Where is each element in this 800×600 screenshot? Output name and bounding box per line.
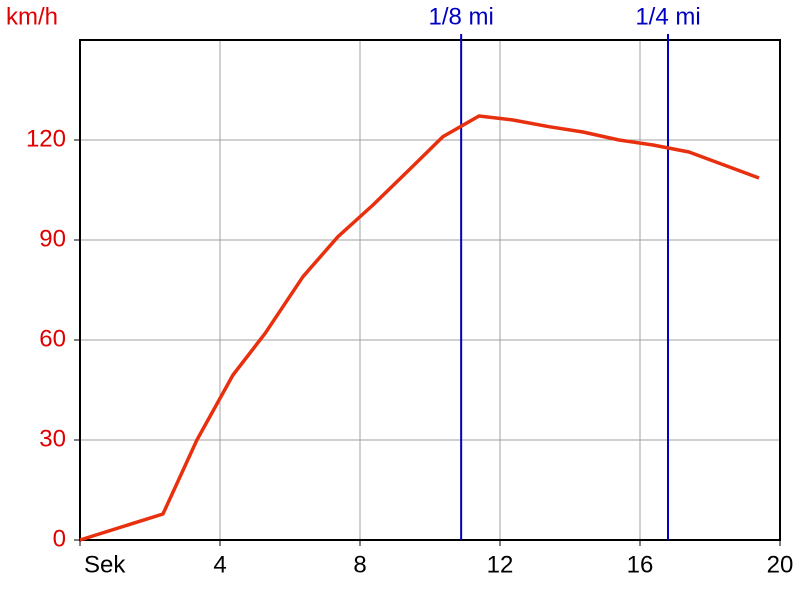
y-tick-label: 60 <box>39 325 66 352</box>
distance-marker-label: 1/8 mi <box>428 3 493 30</box>
line <box>79 114 760 542</box>
x-tick-label: 20 <box>767 551 794 578</box>
x-tick-label: 8 <box>353 551 366 578</box>
x-tick-label: 4 <box>213 551 226 578</box>
y-tick-label: 90 <box>39 225 66 252</box>
x-tick-label: 16 <box>627 551 654 578</box>
x-tick-label: Sek <box>84 551 126 578</box>
y-tick-label: 30 <box>39 425 66 452</box>
y-tick-label: 120 <box>26 125 66 152</box>
plot-frame <box>79 39 781 541</box>
distance-marker-label: 1/4 mi <box>635 3 700 30</box>
y-tick-label: 0 <box>53 525 66 552</box>
x-tick-label: 12 <box>487 551 514 578</box>
y-axis-label: km/h <box>6 3 58 30</box>
